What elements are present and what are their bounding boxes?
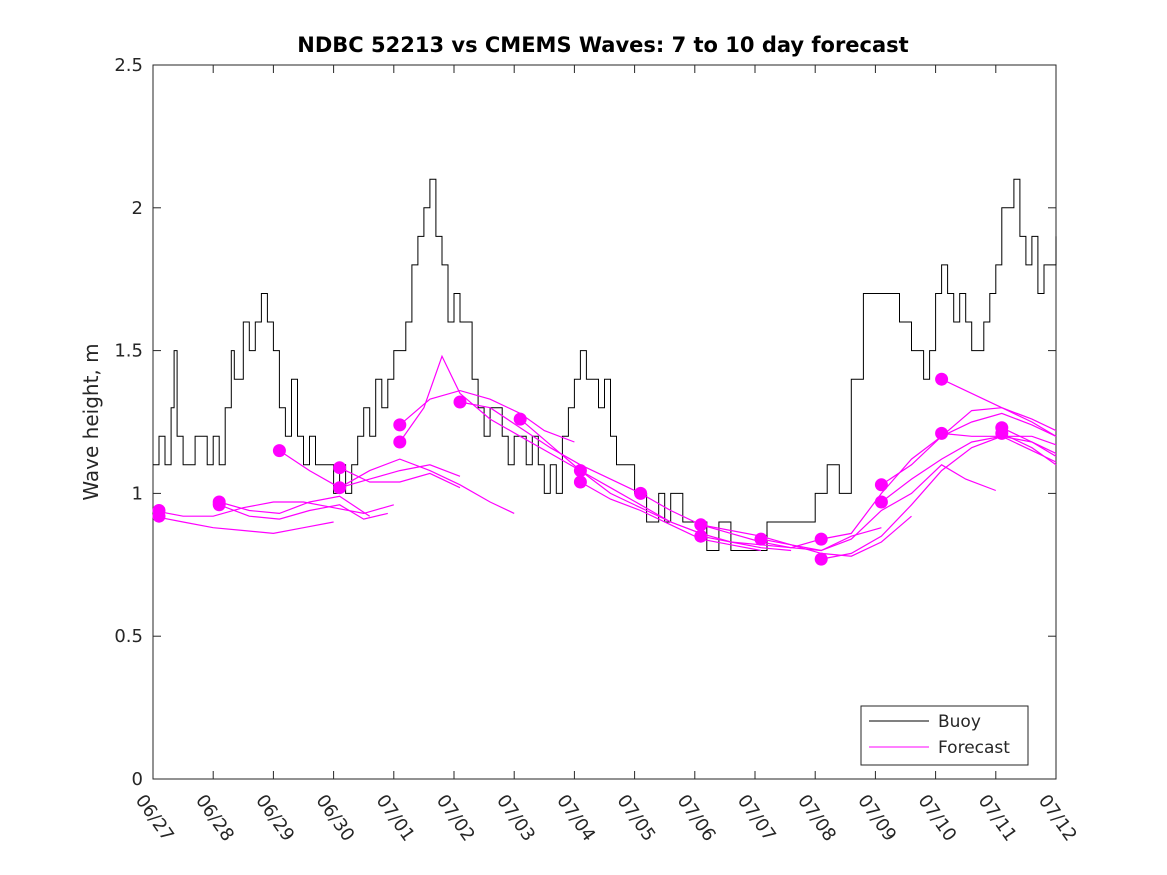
forecast-marker [814, 552, 828, 566]
series-forecast-line [881, 435, 1057, 503]
forecast-marker [333, 481, 347, 495]
series-forecast-line [760, 464, 997, 552]
forecast-marker [634, 486, 648, 500]
y-tick-label: 2 [132, 198, 143, 219]
y-tick-label: 1 [132, 483, 143, 504]
forecast-marker [995, 426, 1009, 440]
forecast-marker [694, 529, 708, 543]
forecast-marker [694, 518, 708, 532]
forecast-marker [333, 461, 347, 475]
legend-label-forecast: Forecast [938, 738, 1010, 758]
y-tick-label: 0.5 [114, 626, 143, 647]
forecast-marker [393, 435, 407, 449]
series-forecast-line [399, 354, 581, 472]
y-tick-label: 1.5 [114, 341, 143, 362]
forecast-marker [874, 495, 888, 509]
axes-box [152, 64, 1057, 780]
forecast-marker [272, 444, 286, 458]
forecast-marker [573, 475, 587, 489]
series-forecast-line [580, 470, 792, 552]
series-forecast-line [580, 481, 762, 552]
series-forecast-line [279, 450, 461, 489]
forecast-marker [513, 412, 527, 426]
forecast-marker [152, 509, 166, 523]
series-forecast-line [821, 435, 1057, 560]
series-forecast-line [339, 467, 461, 489]
series-forecast-line [152, 515, 334, 535]
series-forecast-line [218, 504, 388, 520]
forecast-marker [212, 498, 226, 512]
forecast-marker [453, 395, 467, 409]
y-tick-label: 2.5 [114, 55, 143, 76]
series-forecast-line [459, 401, 641, 494]
forecast-marker [814, 532, 828, 546]
forecast-marker [393, 418, 407, 432]
series-forecast-line [339, 458, 515, 514]
forecast-marker [754, 532, 768, 546]
series-forecast-line [881, 407, 1057, 486]
series-forecast-line [152, 501, 394, 517]
y-axis-label: Wave height, m [79, 343, 103, 500]
series-forecast-line [219, 495, 371, 517]
chart-title: NDBC 52213 vs CMEMS Waves: 7 to 10 day f… [297, 33, 908, 57]
series-forecast-line [700, 527, 882, 552]
series-forecast-line [399, 389, 575, 443]
y-tick-label: 0 [132, 769, 143, 790]
legend-label-buoy: Buoy [938, 712, 981, 732]
forecast-marker [935, 426, 949, 440]
legend: Buoy Forecast [860, 705, 1029, 766]
series-forecast-line [1001, 427, 1057, 457]
forecast-marker [874, 478, 888, 492]
forecast-marker [573, 464, 587, 478]
series-forecast-line [1001, 432, 1057, 466]
series-forecast-line [941, 378, 1057, 432]
forecast-marker [935, 372, 949, 386]
